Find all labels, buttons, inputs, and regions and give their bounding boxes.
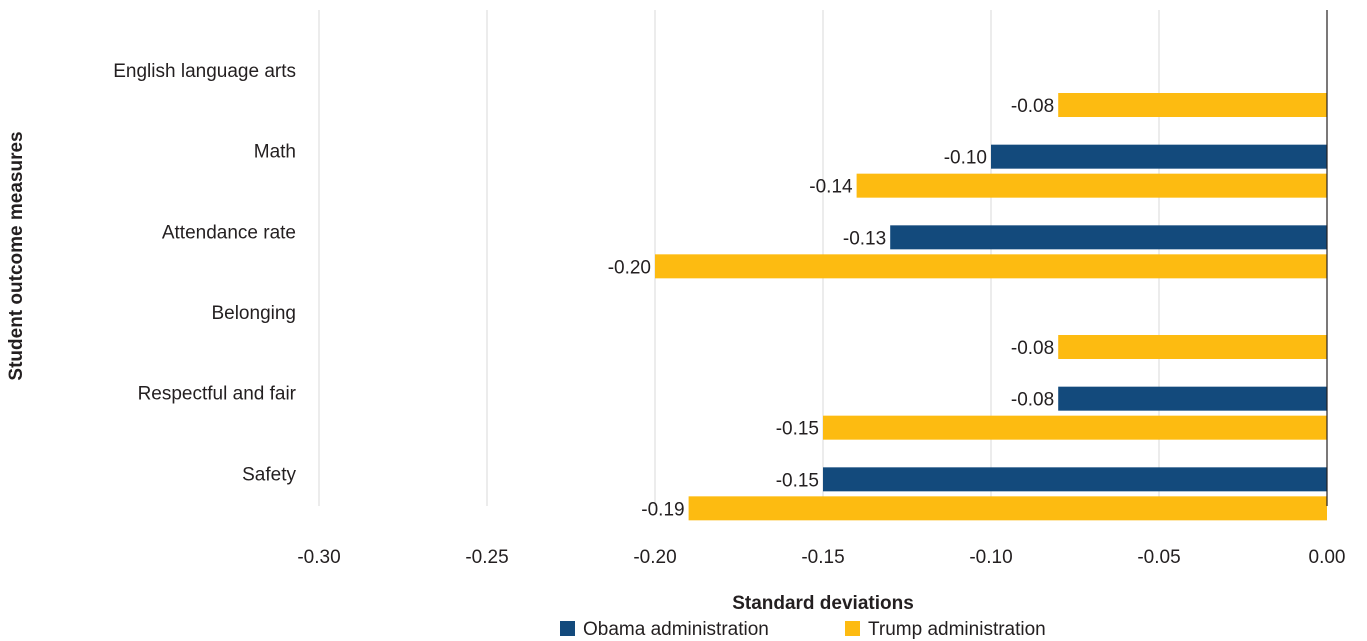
legend-swatch-trump [845,621,860,636]
bar-trump [856,173,1327,198]
labels: -0.30 -0.25 -0.20 -0.15 -0.10 -0.05 0.00 Englis… [113,61,1345,568]
bars [655,93,1327,521]
category-label: Attendance rate [162,222,296,243]
category-label: Safety [242,464,296,485]
y-axis-title: Student outcome measures [6,131,27,380]
x-tick-label: -0.20 [633,547,676,568]
category-label: Belonging [211,303,296,324]
data-label: -0.13 [843,228,886,249]
x-tick-label: -0.05 [1137,547,1180,568]
x-tick-label: -0.15 [801,547,844,568]
bar-obama [823,467,1327,492]
legend-label-obama: Obama administration [583,619,769,640]
category-label: English language arts [113,61,296,82]
legend-label-trump: Trump administration [868,619,1046,640]
data-label: -0.08 [1011,96,1054,117]
bar-trump [655,254,1327,279]
x-tick-label: -0.10 [969,547,1012,568]
x-tick-label: -0.30 [297,547,340,568]
category-label: Respectful and fair [138,384,297,405]
category-label: Math [254,142,296,163]
x-axis-title: Standard deviations [732,593,914,614]
data-label: -0.20 [608,257,651,278]
bar-obama [890,225,1327,250]
bar-trump [1058,335,1327,359]
data-label: -0.08 [1011,338,1054,359]
data-label: -0.08 [1011,390,1054,411]
legend: Obama administration Trump administration [560,619,1046,640]
legend-swatch-obama [560,621,575,636]
x-tick-label: 0.00 [1309,547,1346,568]
data-label: -0.10 [944,148,987,169]
x-tick-label: -0.25 [465,547,508,568]
bar-trump [688,496,1327,521]
bar-obama [991,144,1327,169]
data-label: -0.19 [641,499,684,520]
bar-trump [823,415,1327,440]
data-label: -0.15 [776,470,819,491]
data-label: -0.14 [809,177,853,198]
bar-trump [1058,93,1327,117]
data-label: -0.15 [776,419,819,440]
bar-obama [1058,386,1327,411]
